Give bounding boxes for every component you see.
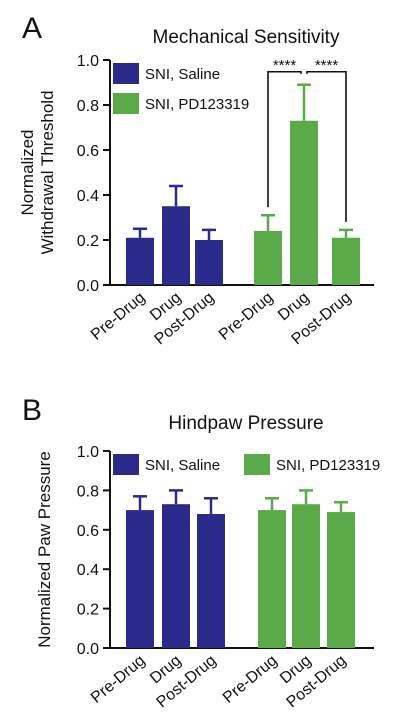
bar-drug-saline	[162, 206, 190, 285]
x-category-label: Pre-Drug	[88, 652, 149, 707]
x-category-label: Pre-Drug	[88, 289, 149, 344]
bar-pre-drug-saline	[126, 237, 154, 285]
y-tick-label: 0.6	[77, 523, 99, 540]
x-category-label: Pre-Drug	[220, 652, 281, 707]
bar-drug-pd123319	[292, 504, 320, 648]
bar-drug-saline	[162, 504, 190, 648]
y-tick-label: 0.0	[77, 278, 99, 295]
y-axis-label: Normalized Paw Pressure	[35, 451, 54, 648]
y-axis-label: Normalized	[18, 130, 37, 216]
bar-post-drug-saline	[197, 514, 225, 648]
y-tick-label: 0.8	[77, 483, 99, 500]
y-tick-label: 0.0	[77, 641, 99, 658]
legend-swatch	[244, 454, 270, 475]
legend-label: SNI, PD123319	[276, 457, 380, 474]
significance-label: ****	[315, 57, 339, 74]
bar-post-drug-pd123319	[327, 512, 355, 648]
y-tick-label: 1.0	[77, 53, 99, 70]
bar-pre-drug-pd123319	[258, 510, 286, 648]
bar-pre-drug-pd123319	[254, 231, 282, 285]
significance-label: ****	[273, 57, 297, 74]
y-tick-label: 0.4	[77, 188, 99, 205]
x-category-label: Pre-Drug	[216, 289, 277, 344]
bar-pre-drug-saline	[126, 510, 154, 648]
chart-title: Hindpaw Pressure	[168, 413, 323, 434]
significance-bracket	[267, 70, 302, 208]
legend-label: SNI, Saline	[145, 66, 220, 83]
y-tick-label: 0.2	[77, 233, 99, 250]
legend-label: SNI, PD123319	[145, 96, 249, 113]
y-tick-label: 0.6	[77, 143, 99, 160]
y-tick-label: 1.0	[77, 444, 99, 461]
bar-drug-pd123319	[290, 120, 318, 285]
panel-letter: A	[22, 12, 42, 45]
legend-swatch	[113, 63, 139, 84]
legend-swatch	[113, 454, 139, 475]
significance-bracket	[306, 70, 347, 222]
legend-label: SNI, Saline	[145, 457, 220, 474]
bar-post-drug-saline	[195, 240, 223, 285]
panel-letter: B	[22, 394, 42, 427]
chart-panel-b: B Hindpaw Pressure 0.0 0.2 0.4 0.6 0.8 1.0 Norma…	[22, 394, 380, 711]
bar-post-drug-pd123319	[332, 237, 360, 285]
chart-title: Mechanical Sensitivity	[153, 27, 340, 48]
y-axis-label: Withdrawal Threshold	[38, 90, 57, 254]
y-tick-label: 0.4	[77, 562, 99, 579]
legend-swatch	[113, 93, 139, 114]
y-tick-label: 0.2	[77, 602, 99, 619]
y-tick-label: 0.8	[77, 98, 99, 115]
chart-panel-a: A Mechanical Sensitivity 0.0 0.2 0.4 0.6 0.8 1.…	[18, 12, 374, 348]
